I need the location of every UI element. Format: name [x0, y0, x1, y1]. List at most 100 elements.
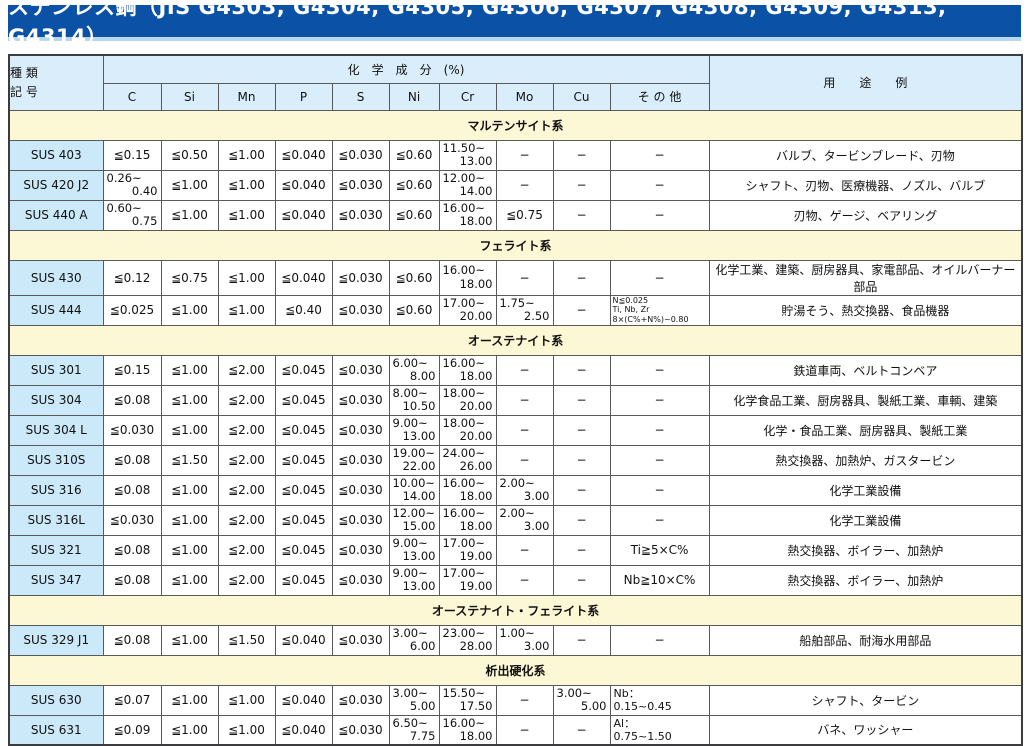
cell-ni: 12.00~ 15.00 — [388, 504, 440, 536]
cell-mo: − — [495, 534, 554, 566]
col-header-s: S — [331, 82, 390, 111]
cell-p: ≦0.040 — [274, 199, 333, 231]
cell-usage: 熱交換器、ボイラー、加熱炉 — [708, 534, 1023, 566]
cell-p: ≦0.045 — [274, 414, 333, 446]
cell-cu: − — [552, 624, 611, 656]
cell-mn: ≦1.00 — [217, 139, 276, 171]
cell-c: ≦0.08 — [102, 534, 162, 566]
cell-cu: 3.00~ 5.00 — [552, 684, 611, 716]
cell-cu: − — [552, 444, 611, 476]
element-header-row: C Si Mn P S Ni Cr Mo Cu そ の 他 — [9, 82, 1022, 111]
table-row: SUS 321 ≦0.08 ≦1.00 ≦2.00 ≦0.045 ≦0.030 9.00~ 1… — [8, 534, 1023, 566]
cell-cu: − — [552, 139, 611, 171]
cell-cr: 17.00~ 19.00 — [438, 564, 497, 596]
cell-mn: ≦2.00 — [217, 414, 276, 446]
cell-cr: 18.00~ 20.00 — [438, 414, 497, 446]
cell-cr: 16.00~ 18.00 — [438, 714, 497, 746]
cell-mo: − — [495, 139, 554, 171]
cell-その他: − — [609, 624, 710, 656]
table-header: 種 類 記 号 化 学 成 分 (%) 用 途 例 C Si Mn P S Ni Cr Mo C… — [8, 54, 1023, 111]
table-row: SUS 316L ≦0.030 ≦1.00 ≦2.00 ≦0.045 ≦0.030 12.0… — [8, 504, 1023, 536]
table-row: SUS 310S ≦0.08 ≦1.50 ≦2.00 ≦0.045 ≦0.030 19.00… — [8, 444, 1023, 476]
cell-mo: − — [495, 259, 554, 296]
cell-c: ≦0.030 — [102, 414, 162, 446]
cell-s: ≦0.030 — [331, 354, 390, 386]
col-header-mo: Mo — [495, 82, 554, 111]
section-header: オーステナイト・フェライト系 — [8, 594, 1023, 626]
row-label: SUS 347 — [8, 564, 104, 596]
cell-usage: 熱交換器、加熱炉、ガスタービン — [708, 444, 1023, 476]
table-row: SUS 440 A 0.60~ 0.75 ≦1.00 ≦1.00 ≦0.040 ≦0.030… — [8, 199, 1023, 231]
cell-p: ≦0.045 — [274, 474, 333, 506]
table-row: SUS 347 ≦0.08 ≦1.00 ≦2.00 ≦0.045 ≦0.030 9.00~ 1… — [8, 564, 1023, 596]
cell-c: 0.60~ 0.75 — [102, 199, 162, 231]
cell-cr: 16.00~ 18.00 — [438, 259, 497, 296]
cell-mo: − — [495, 684, 554, 716]
cell-cu: − — [552, 534, 611, 566]
cell-s: ≦0.030 — [331, 384, 390, 416]
cell-ni: 9.00~ 13.00 — [388, 534, 440, 566]
table-body: マルテンサイト系 SUS 403 ≦0.15 ≦0.50 ≦1.00 ≦0.040 ≦0.0… — [8, 109, 1023, 746]
row-label: SUS 444 — [8, 294, 104, 326]
cell-c: ≦0.08 — [102, 564, 162, 596]
cell-cr: 16.00~ 18.00 — [438, 474, 497, 506]
row-label: SUS 316 — [8, 474, 104, 506]
cell-mn: ≦1.00 — [217, 714, 276, 746]
type-label: 種 類 — [10, 65, 38, 80]
cell-ni: 19.00~ 22.00 — [388, 444, 440, 476]
cell-mo: − — [495, 564, 554, 596]
cell-p: ≦0.045 — [274, 444, 333, 476]
cell-mn: ≦2.00 — [217, 534, 276, 566]
cell-cu: − — [552, 414, 611, 446]
col-header-p: P — [274, 82, 333, 111]
row-label: SUS 304 — [8, 384, 104, 416]
cell-s: ≦0.030 — [331, 504, 390, 536]
cell-p: ≦0.045 — [274, 504, 333, 536]
row-label: SUS 329 J1 — [8, 624, 104, 656]
cell-mo: − — [495, 354, 554, 386]
cell-mo: 1.75~ 2.50 — [495, 294, 554, 326]
col-header-usage-examples: 用 途 例 — [708, 54, 1023, 111]
table-row: SUS 420 J2 0.26~ 0.40 ≦1.00 ≦1.00 ≦0.040 ≦0.03… — [8, 169, 1023, 201]
cell-ni: ≦0.60 — [388, 259, 440, 296]
cell-その他: − — [609, 259, 710, 296]
cell-si: ≦1.50 — [160, 444, 219, 476]
cell-cr: 15.50~ 17.50 — [438, 684, 497, 716]
cell-ni: ≦0.60 — [388, 139, 440, 171]
col-header-cr: Cr — [438, 82, 497, 111]
cell-s: ≦0.030 — [331, 199, 390, 231]
col-header-その他: そ の 他 — [609, 82, 710, 111]
cell-p: ≦0.040 — [274, 684, 333, 716]
table-row: SUS 631 ≦0.09 ≦1.00 ≦1.00 ≦0.040 ≦0.030 6.50~ 7… — [8, 714, 1023, 746]
cell-c: ≦0.08 — [102, 624, 162, 656]
cell-si: ≦1.00 — [160, 294, 219, 326]
col-header-si: Si — [160, 82, 219, 111]
cell-mo: − — [495, 414, 554, 446]
cell-ni: ≦0.60 — [388, 294, 440, 326]
cell-si: ≦1.00 — [160, 354, 219, 386]
cell-s: ≦0.030 — [331, 474, 390, 506]
cell-cr: 16.00~ 18.00 — [438, 354, 497, 386]
cell-si: ≦0.50 — [160, 139, 219, 171]
section-header: フェライト系 — [8, 229, 1023, 261]
cell-usage: 化学工業、建築、厨房器具、家電部品、オイルバーナー部品 — [708, 259, 1023, 296]
cell-その他: − — [609, 474, 710, 506]
cell-ni: 8.00~ 10.50 — [388, 384, 440, 416]
cell-s: ≦0.030 — [331, 714, 390, 746]
col-header-mn: Mn — [217, 82, 276, 111]
cell-ni: 6.00~ 8.00 — [388, 354, 440, 386]
table-row: SUS 630 ≦0.07 ≦1.00 ≦1.00 ≦0.040 ≦0.030 3.00~ 5… — [8, 684, 1023, 716]
cell-c: ≦0.15 — [102, 354, 162, 386]
row-label: SUS 403 — [8, 139, 104, 171]
cell-cr: 18.00~ 20.00 — [438, 384, 497, 416]
cell-s: ≦0.030 — [331, 414, 390, 446]
col-header-cu: Cu — [552, 82, 611, 111]
cell-その他: Al： 0.75~1.50 — [609, 714, 710, 746]
row-label: SUS 304 L — [8, 414, 104, 446]
cell-p: ≦0.040 — [274, 259, 333, 296]
cell-cr: 16.00~ 18.00 — [438, 199, 497, 231]
cell-p: ≦0.040 — [274, 139, 333, 171]
row-label: SUS 301 — [8, 354, 104, 386]
cell-cu: − — [552, 294, 611, 326]
cell-si: ≦1.00 — [160, 534, 219, 566]
